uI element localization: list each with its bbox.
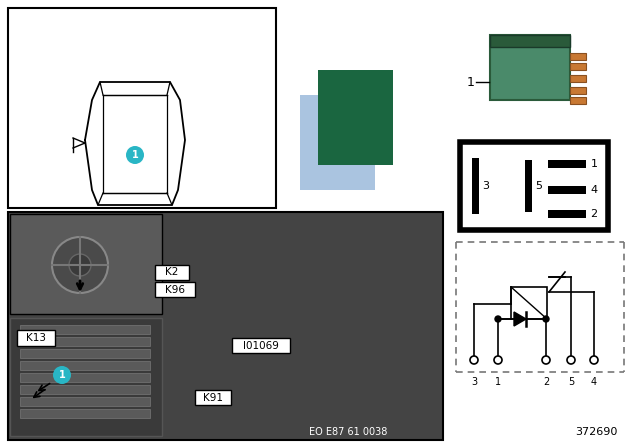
Bar [570,63,586,70]
Circle shape [494,356,502,364]
Bar [20,373,150,382]
Bar [232,338,290,353]
Text: 1: 1 [591,159,598,169]
Text: K91: K91 [203,393,223,403]
Text: 2: 2 [543,377,549,387]
Text: K2: K2 [165,267,179,277]
Text: EO E87 61 0038: EO E87 61 0038 [309,427,387,437]
Circle shape [542,356,550,364]
Bar [20,397,150,406]
Circle shape [69,254,91,276]
Bar [20,349,150,358]
Text: 5: 5 [568,377,574,387]
Bar [10,318,162,436]
Bar [490,35,570,100]
Bar [195,390,231,405]
Bar [17,330,55,346]
Circle shape [567,356,575,364]
Bar [318,70,393,165]
Bar [472,158,479,214]
Bar [511,287,547,319]
Text: 2: 2 [591,209,598,219]
Bar [570,87,586,94]
Text: 1: 1 [132,150,138,160]
Text: 1: 1 [495,377,501,387]
Circle shape [53,366,71,384]
Bar [20,325,150,334]
Bar [490,35,570,47]
Circle shape [52,237,108,293]
Text: 3: 3 [483,181,490,191]
Bar [300,95,375,190]
Text: 4: 4 [591,377,597,387]
Bar [155,265,189,280]
Text: 5: 5 [536,181,543,191]
Bar [548,160,586,168]
Circle shape [470,356,478,364]
Text: 372690: 372690 [575,427,617,437]
Circle shape [590,356,598,364]
Bar [570,75,586,82]
Bar [20,361,150,370]
Bar [548,210,586,218]
Circle shape [495,316,501,322]
Bar [460,142,608,230]
Bar [548,186,586,194]
Bar [20,385,150,394]
Text: 1: 1 [467,76,475,89]
Bar [20,337,150,346]
Circle shape [543,316,549,322]
Bar [570,53,586,60]
Text: K13: K13 [26,333,46,343]
Text: K96: K96 [165,285,185,295]
Text: I01069: I01069 [243,341,279,351]
Text: 3: 3 [471,377,477,387]
Bar [525,160,532,212]
Bar [8,212,443,440]
Text: 4: 4 [591,185,598,195]
Bar [155,282,195,297]
Polygon shape [514,312,526,326]
Text: 1: 1 [59,370,65,380]
Bar [570,97,586,104]
Bar [20,409,150,418]
Circle shape [126,146,144,164]
Bar [8,8,276,208]
Bar [10,214,162,314]
